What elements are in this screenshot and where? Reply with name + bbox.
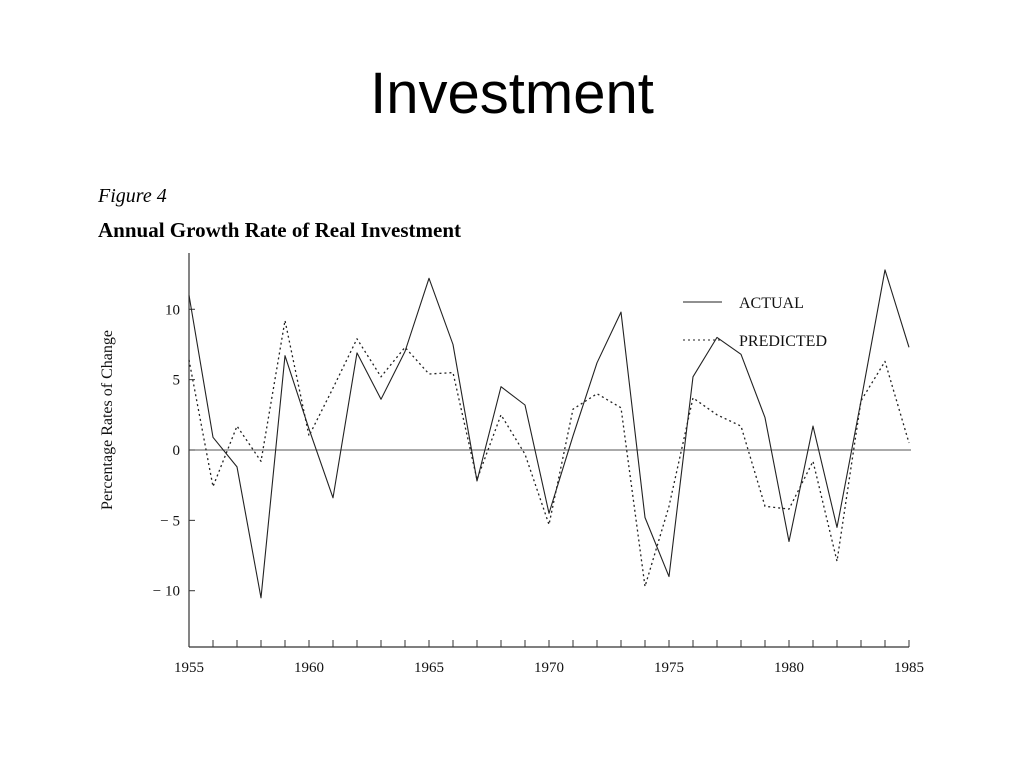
x-tick-label: 1985 (894, 660, 924, 676)
y-axis-label: Percentage Rates of Change (99, 330, 116, 510)
y-tick-label: − 10 (153, 584, 180, 600)
series-line-predicted (188, 319, 910, 588)
x-tick-label: 1980 (774, 660, 804, 676)
x-tick-label: 1960 (294, 660, 324, 676)
chart-ticks: 1955 1960 1965 1970 1975 1980 1985 10 5 0 − 5 − 10 (153, 302, 924, 676)
chart-axes (188, 253, 911, 648)
x-tick-label: 1965 (414, 660, 444, 676)
x-tick-label: 1975 (654, 660, 684, 676)
y-tick-label: 0 (173, 443, 181, 459)
slide-title: Investment (370, 61, 654, 126)
series-line-actual (188, 269, 910, 599)
legend-label-actual: ACTUAL (739, 295, 804, 312)
y-tick-label: 10 (165, 302, 180, 318)
legend-label-predicted: PREDICTED (739, 333, 827, 350)
x-tick-label: 1955 (174, 660, 204, 676)
x-tick-label: 1970 (534, 660, 564, 676)
chart-title: Annual Growth Rate of Real Investment (98, 218, 462, 242)
y-tick-label: 5 (173, 373, 181, 389)
figure-label: Figure 4 (98, 185, 167, 207)
y-tick-label: − 5 (160, 513, 180, 529)
chart-series (188, 269, 910, 599)
chart-legend: ACTUAL PREDICTED (683, 295, 827, 350)
